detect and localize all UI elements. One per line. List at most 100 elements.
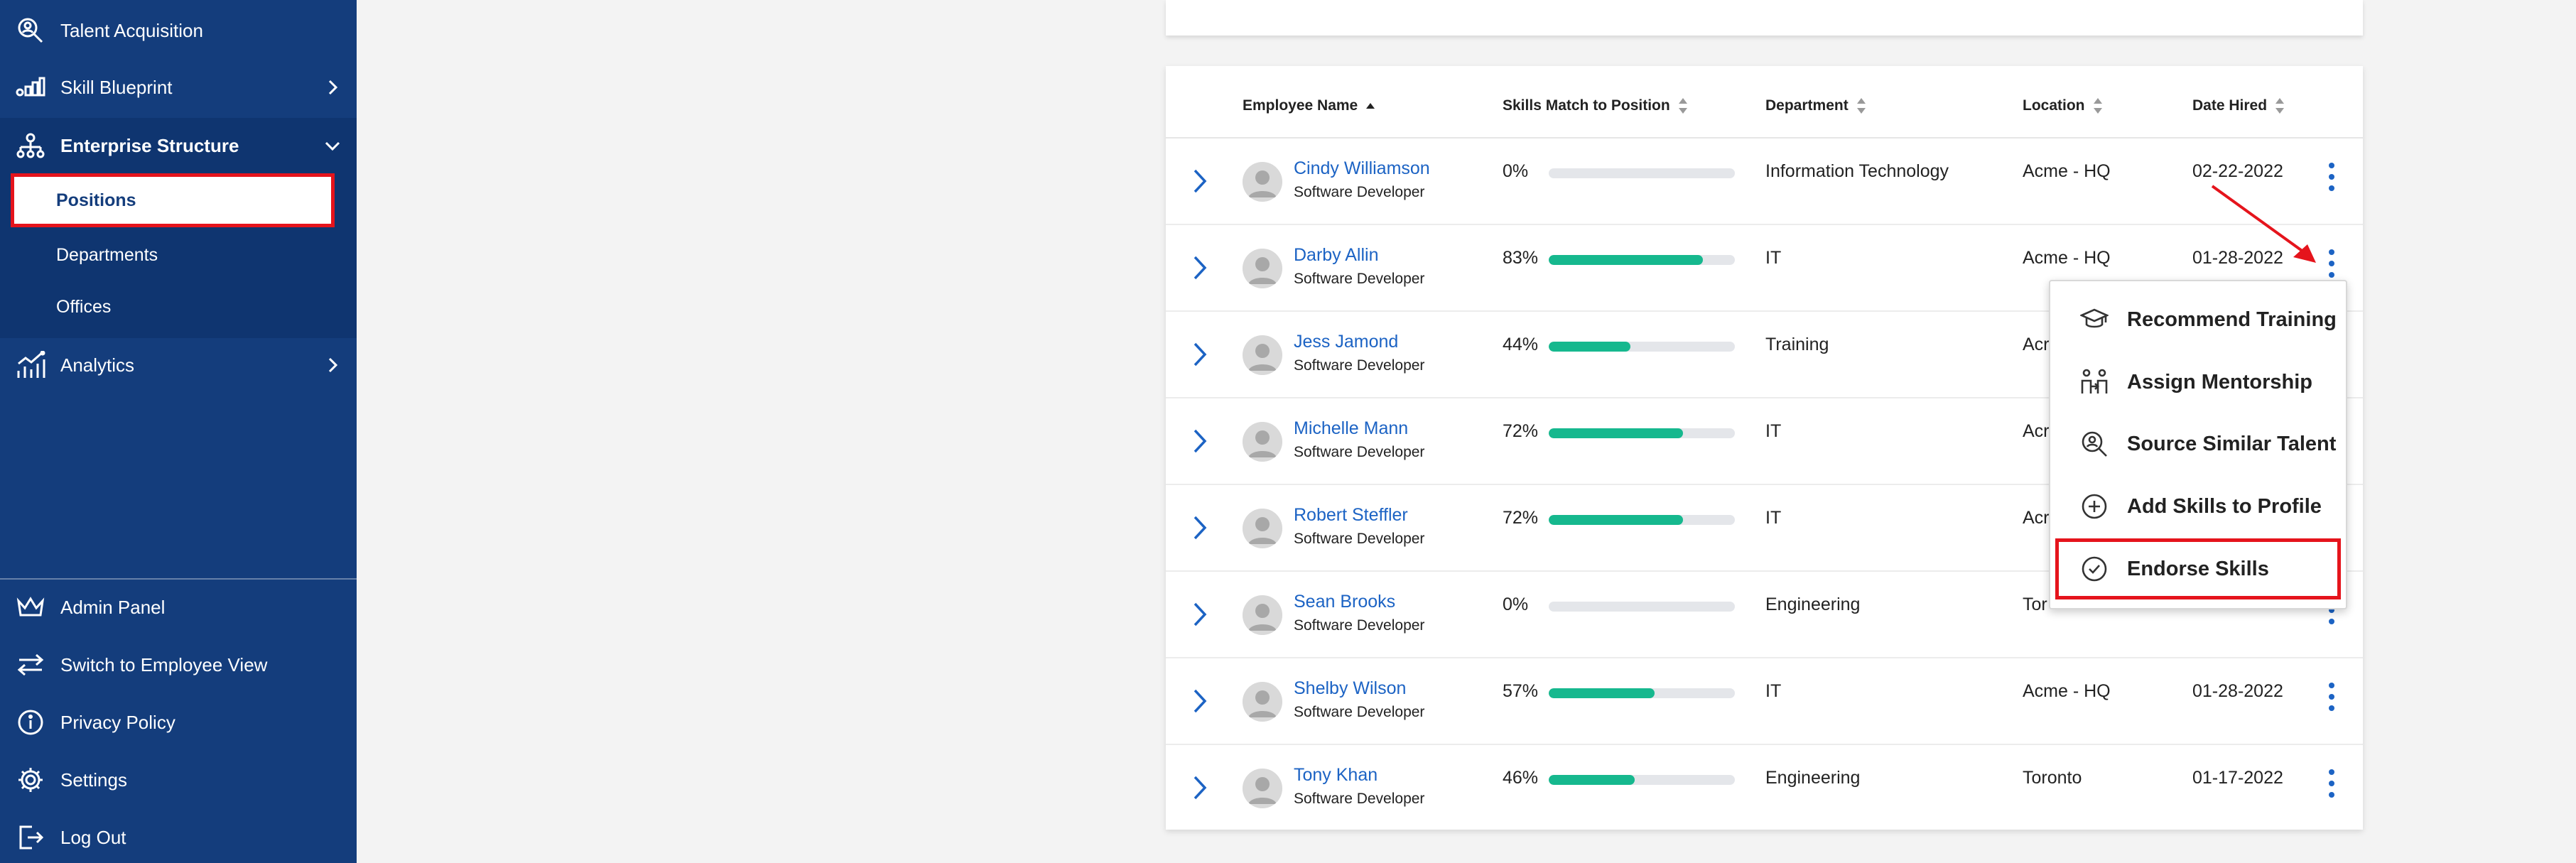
chevron-right-icon[interactable] bbox=[1187, 514, 1213, 542]
employee-role: Software Developer bbox=[1294, 271, 1425, 287]
header-skills-match[interactable]: Skills Match to Position bbox=[1503, 92, 1689, 120]
sort-icon bbox=[1678, 98, 1687, 114]
menu-item-label: Source Similar Talent bbox=[2127, 432, 2337, 455]
menu-item-label: Recommend Training bbox=[2127, 308, 2337, 331]
table-row[interactable]: Michelle Mann Software Developer 72% IT … bbox=[1166, 398, 2363, 485]
table-row[interactable]: Sean Brooks Software Developer 0% Engine… bbox=[1166, 572, 2363, 658]
check-circle-icon bbox=[2082, 556, 2107, 582]
sidebar-item-skill-blueprint[interactable]: Skill Blueprint bbox=[0, 63, 357, 112]
sidebar-item-label: Skill Blueprint bbox=[60, 76, 173, 98]
employee-role: Software Developer bbox=[1294, 444, 1425, 460]
date-hired-cell: 02-22-2022 bbox=[2192, 161, 2283, 181]
mentorship-icon bbox=[2081, 369, 2108, 393]
sidebar-item-log-out[interactable]: Log Out bbox=[0, 813, 357, 862]
table-row[interactable]: Darby Allin Software Developer 83% IT Ac… bbox=[1166, 225, 2363, 312]
employee-name-link[interactable]: Robert Steffler bbox=[1294, 505, 1408, 525]
table-row[interactable]: Jess Jamond Software Developer 44% Train… bbox=[1166, 312, 2363, 398]
header-employee-name[interactable]: Employee Name bbox=[1243, 92, 1376, 120]
chevron-right-icon[interactable] bbox=[1187, 167, 1213, 195]
employee-name-link[interactable]: Tony Khan bbox=[1294, 765, 1378, 785]
analytics-icon bbox=[16, 350, 45, 380]
sidebar-item-label: Settings bbox=[60, 769, 127, 791]
search-person-icon bbox=[2082, 431, 2107, 457]
sidebar-item-talent-acquisition[interactable]: Talent Acquisition bbox=[0, 6, 357, 55]
chevron-right-icon[interactable] bbox=[1187, 774, 1213, 802]
header-label: Location bbox=[2023, 97, 2085, 114]
sidebar-subitem-label: Departments bbox=[56, 244, 158, 265]
sidebar-item-enterprise-structure[interactable]: Enterprise Structure bbox=[0, 121, 357, 170]
avatar bbox=[1243, 422, 1282, 462]
skills-match-bar bbox=[1549, 602, 1735, 612]
plus-circle-icon bbox=[2082, 494, 2107, 519]
department-cell: IT bbox=[1765, 421, 1782, 441]
menu-item-endorse-skills[interactable]: Endorse Skills bbox=[2055, 538, 2341, 599]
header-location[interactable]: Location bbox=[2023, 92, 2104, 120]
sidebar-item-label: Admin Panel bbox=[60, 596, 166, 618]
skills-match-bar bbox=[1549, 428, 1735, 438]
table-row[interactable]: Robert Steffler Software Developer 72% I… bbox=[1166, 485, 2363, 572]
sidebar-item-analytics[interactable]: Analytics bbox=[0, 340, 357, 390]
location-cell: Acme - HQ bbox=[2023, 161, 2111, 181]
department-cell: IT bbox=[1765, 681, 1782, 701]
sidebar-item-settings[interactable]: Settings bbox=[0, 755, 357, 805]
employee-name-link[interactable]: Jess Jamond bbox=[1294, 332, 1399, 352]
menu-item-label: Add Skills to Profile bbox=[2127, 494, 2322, 518]
chevron-right-icon[interactable] bbox=[1187, 340, 1213, 369]
skills-match-percent: 0% bbox=[1503, 595, 1529, 614]
chevron-right-icon[interactable] bbox=[1187, 427, 1213, 455]
chevron-right-icon[interactable] bbox=[1187, 254, 1213, 282]
table-row[interactable]: Cindy Williamson Software Developer 0% I… bbox=[1166, 139, 2363, 225]
gear-icon bbox=[16, 765, 45, 795]
chevron-right-icon bbox=[328, 80, 338, 95]
header-label: Skills Match to Position bbox=[1503, 97, 1670, 114]
avatar bbox=[1243, 769, 1282, 808]
menu-item-label: Assign Mentorship bbox=[2127, 370, 2313, 393]
blueprint-icon bbox=[16, 72, 45, 102]
sidebar-subitem-departments[interactable]: Departments bbox=[14, 232, 331, 278]
skills-match-fill bbox=[1549, 428, 1683, 438]
more-options-icon[interactable] bbox=[2325, 248, 2339, 279]
skills-match-fill bbox=[1549, 775, 1635, 785]
more-options-icon[interactable] bbox=[2325, 681, 2339, 712]
department-cell: Information Technology bbox=[1765, 161, 1949, 181]
sidebar-item-switch-view[interactable]: Switch to Employee View bbox=[0, 640, 357, 690]
sidebar-item-label: Log Out bbox=[60, 826, 126, 848]
employee-name-link[interactable]: Michelle Mann bbox=[1294, 418, 1409, 438]
header-date-hired[interactable]: Date Hired bbox=[2192, 92, 2285, 120]
sidebar-subitem-label: Offices bbox=[56, 296, 112, 317]
skills-match-fill bbox=[1549, 255, 1704, 265]
employee-role: Software Developer bbox=[1294, 531, 1425, 547]
menu-item-recommend-training[interactable]: Recommend Training bbox=[2057, 291, 2339, 348]
sidebar-item-privacy-policy[interactable]: Privacy Policy bbox=[0, 698, 357, 747]
employee-name-link[interactable]: Cindy Williamson bbox=[1294, 158, 1430, 178]
department-cell: Engineering bbox=[1765, 768, 1861, 788]
employee-name-link[interactable]: Sean Brooks bbox=[1294, 592, 1396, 612]
table-row[interactable]: Shelby Wilson Software Developer 57% IT … bbox=[1166, 658, 2363, 745]
skills-match-bar bbox=[1549, 688, 1735, 698]
chevron-right-icon[interactable] bbox=[1187, 687, 1213, 715]
employee-name-link[interactable]: Darby Allin bbox=[1294, 245, 1379, 265]
more-options-icon[interactable] bbox=[2325, 768, 2339, 799]
skills-match-percent: 0% bbox=[1503, 161, 1529, 181]
header-department[interactable]: Department bbox=[1765, 92, 1867, 120]
employee-name-link[interactable]: Shelby Wilson bbox=[1294, 678, 1407, 698]
chevron-right-icon[interactable] bbox=[1187, 600, 1213, 629]
sidebar-subitem-offices[interactable]: Offices bbox=[14, 283, 331, 330]
menu-item-assign-mentorship[interactable]: Assign Mentorship bbox=[2057, 354, 2339, 411]
org-chart-icon bbox=[16, 131, 45, 161]
menu-item-add-skills[interactable]: Add Skills to Profile bbox=[2057, 478, 2339, 535]
date-hired-cell: 01-28-2022 bbox=[2192, 681, 2283, 701]
sidebar-subitem-positions[interactable]: Positions bbox=[11, 173, 335, 227]
crown-icon bbox=[16, 592, 45, 622]
skills-match-percent: 46% bbox=[1503, 768, 1539, 788]
menu-item-source-similar-talent[interactable]: Source Similar Talent bbox=[2057, 416, 2339, 472]
employee-role: Software Developer bbox=[1294, 617, 1425, 634]
graduation-cap-icon bbox=[2080, 308, 2109, 328]
sort-ascending-icon bbox=[1366, 103, 1375, 109]
table-row[interactable]: Tony Khan Software Developer 46% Enginee… bbox=[1166, 745, 2363, 832]
more-options-icon[interactable] bbox=[2325, 161, 2339, 192]
skills-match-percent: 72% bbox=[1503, 421, 1539, 441]
sidebar-item-admin-panel[interactable]: Admin Panel bbox=[0, 582, 357, 632]
chevron-right-icon bbox=[328, 357, 338, 373]
swap-arrows-icon bbox=[16, 650, 45, 680]
